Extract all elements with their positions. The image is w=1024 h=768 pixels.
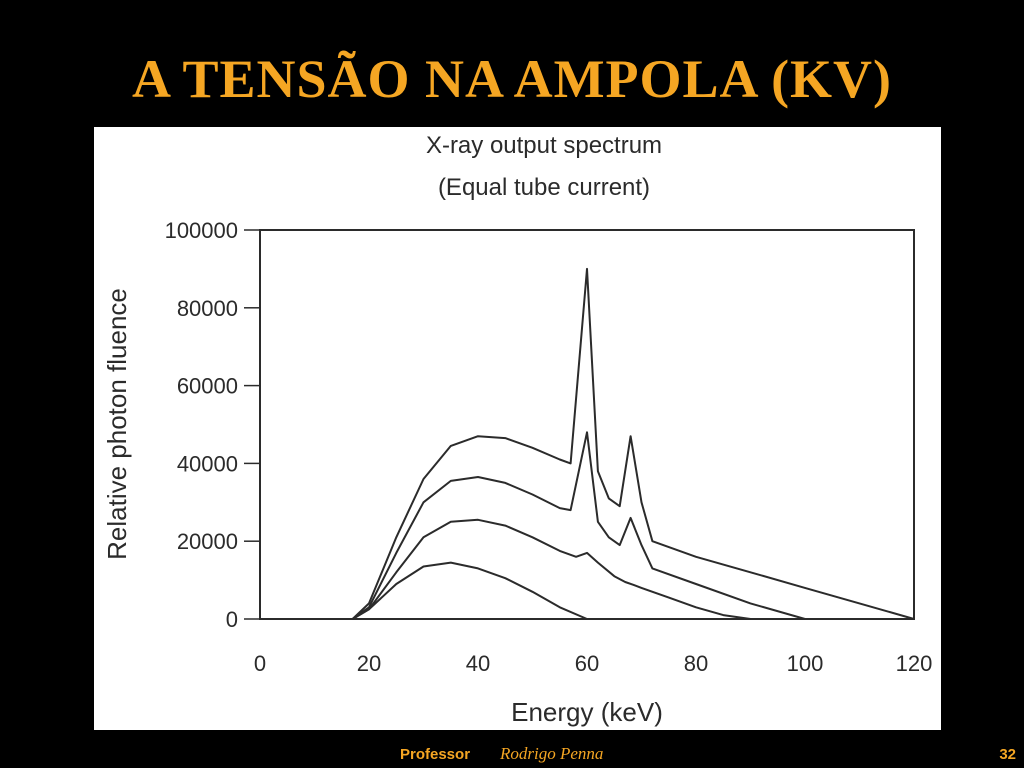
series-line-4: [351, 267, 915, 620]
series-lines: [351, 267, 915, 620]
x-tick-label: 100: [787, 651, 824, 676]
y-tick-label: 60000: [177, 374, 238, 399]
slide-footer: Professor Rodrigo Penna 32: [0, 744, 1024, 768]
x-tick-label: 20: [357, 651, 381, 676]
chart-figure: X-ray output spectrum (Equal tube curren…: [94, 127, 941, 730]
y-tick-label: 80000: [177, 296, 238, 321]
series-line-2: [352, 518, 751, 620]
series-line-3: [352, 431, 806, 620]
chart-subtitle: (Equal tube current): [438, 174, 650, 201]
y-tick-label: 100000: [165, 218, 238, 243]
x-axis-label: Energy (keV): [511, 697, 663, 727]
y-tick-label: 0: [226, 607, 238, 632]
x-tick-label: 40: [466, 651, 490, 676]
page-number: 32: [999, 746, 1016, 763]
plot-frame: [259, 229, 915, 620]
footer-professor-name: Rodrigo Penna: [500, 744, 604, 763]
x-tick-labels: 0 20 40 60 80 100 120: [254, 651, 932, 676]
y-tick-labels: 0 20000 40000 60000 80000 100000: [165, 218, 260, 632]
x-tick-label: 0: [254, 651, 266, 676]
chart-title: X-ray output spectrum: [426, 132, 662, 159]
x-tick-label: 80: [684, 651, 708, 676]
series-line-1: [352, 561, 696, 620]
footer-professor-label: Professor: [400, 746, 471, 763]
xray-spectrum-chart: X-ray output spectrum (Equal tube curren…: [102, 132, 932, 727]
x-tick-label: 120: [896, 651, 933, 676]
slide-title: A TENSÃO NA AMPOLA (KV): [131, 49, 893, 109]
x-tick-label: 60: [575, 651, 599, 676]
y-tick-label: 20000: [177, 529, 238, 554]
y-axis-label: Relative photon fluence: [102, 288, 132, 560]
y-tick-label: 40000: [177, 451, 238, 476]
